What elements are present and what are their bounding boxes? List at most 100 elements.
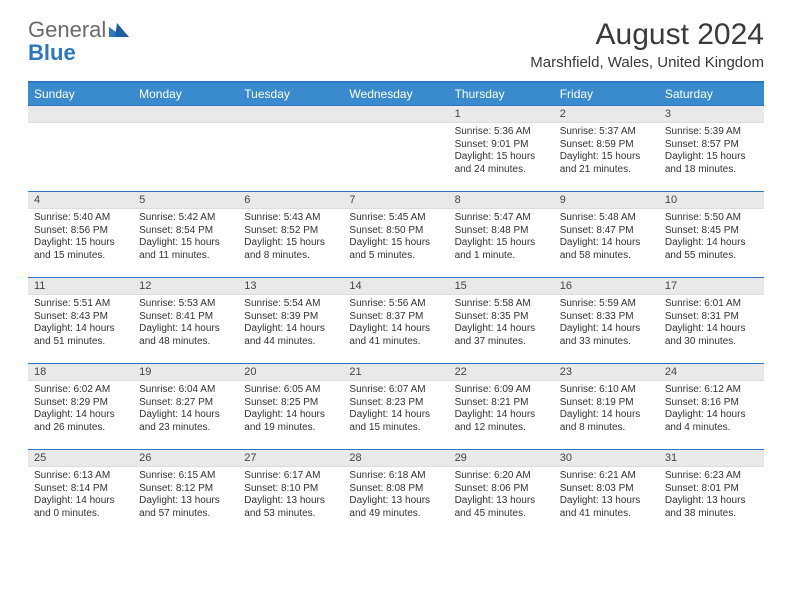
sunset-line: Sunset: 8:50 PM bbox=[349, 225, 442, 238]
calendar-day-cell: 1Sunrise: 5:36 AMSunset: 9:01 PMDaylight… bbox=[449, 106, 554, 192]
daylight-line: Daylight: 13 hours and 57 minutes. bbox=[139, 495, 232, 520]
day-details: Sunrise: 6:18 AMSunset: 8:08 PMDaylight:… bbox=[343, 467, 448, 524]
daylight-line: Daylight: 15 hours and 18 minutes. bbox=[665, 151, 758, 176]
day-number bbox=[238, 106, 343, 123]
sunrise-line: Sunrise: 6:01 AM bbox=[665, 298, 758, 311]
sunrise-line: Sunrise: 6:13 AM bbox=[34, 470, 127, 483]
day-number: 13 bbox=[238, 278, 343, 295]
calendar-day-cell bbox=[28, 106, 133, 192]
sunset-line: Sunset: 8:54 PM bbox=[139, 225, 232, 238]
calendar-body: 1Sunrise: 5:36 AMSunset: 9:01 PMDaylight… bbox=[28, 106, 764, 536]
day-details: Sunrise: 5:42 AMSunset: 8:54 PMDaylight:… bbox=[133, 209, 238, 266]
day-details: Sunrise: 5:51 AMSunset: 8:43 PMDaylight:… bbox=[28, 295, 133, 352]
daylight-line: Daylight: 14 hours and 51 minutes. bbox=[34, 323, 127, 348]
sunset-line: Sunset: 8:25 PM bbox=[244, 397, 337, 410]
sunrise-line: Sunrise: 5:40 AM bbox=[34, 212, 127, 225]
day-number bbox=[28, 106, 133, 123]
sunset-line: Sunset: 8:19 PM bbox=[560, 397, 653, 410]
sunrise-line: Sunrise: 5:53 AM bbox=[139, 298, 232, 311]
calendar-day-cell: 18Sunrise: 6:02 AMSunset: 8:29 PMDayligh… bbox=[28, 364, 133, 450]
daylight-line: Daylight: 14 hours and 37 minutes. bbox=[455, 323, 548, 348]
daylight-line: Daylight: 14 hours and 4 minutes. bbox=[665, 409, 758, 434]
brand-word-2: Blue bbox=[28, 41, 129, 64]
calendar-day-cell: 8Sunrise: 5:47 AMSunset: 8:48 PMDaylight… bbox=[449, 192, 554, 278]
calendar-day-cell: 10Sunrise: 5:50 AMSunset: 8:45 PMDayligh… bbox=[659, 192, 764, 278]
sunset-line: Sunset: 8:06 PM bbox=[455, 483, 548, 496]
daylight-line: Daylight: 14 hours and 26 minutes. bbox=[34, 409, 127, 434]
day-number: 16 bbox=[554, 278, 659, 295]
sunrise-line: Sunrise: 6:20 AM bbox=[455, 470, 548, 483]
sunrise-line: Sunrise: 6:02 AM bbox=[34, 384, 127, 397]
day-number: 26 bbox=[133, 450, 238, 467]
calendar-day-cell: 25Sunrise: 6:13 AMSunset: 8:14 PMDayligh… bbox=[28, 450, 133, 536]
calendar-day-cell bbox=[238, 106, 343, 192]
daylight-line: Daylight: 15 hours and 24 minutes. bbox=[455, 151, 548, 176]
day-number: 10 bbox=[659, 192, 764, 209]
day-details: Sunrise: 5:48 AMSunset: 8:47 PMDaylight:… bbox=[554, 209, 659, 266]
day-details: Sunrise: 6:01 AMSunset: 8:31 PMDaylight:… bbox=[659, 295, 764, 352]
calendar-day-cell: 30Sunrise: 6:21 AMSunset: 8:03 PMDayligh… bbox=[554, 450, 659, 536]
calendar-day-cell: 21Sunrise: 6:07 AMSunset: 8:23 PMDayligh… bbox=[343, 364, 448, 450]
month-title: August 2024 bbox=[530, 18, 764, 52]
day-number: 28 bbox=[343, 450, 448, 467]
sunset-line: Sunset: 8:48 PM bbox=[455, 225, 548, 238]
sunset-line: Sunset: 8:52 PM bbox=[244, 225, 337, 238]
sunset-line: Sunset: 8:45 PM bbox=[665, 225, 758, 238]
day-number: 18 bbox=[28, 364, 133, 381]
sunrise-line: Sunrise: 6:04 AM bbox=[139, 384, 232, 397]
calendar-day-cell: 15Sunrise: 5:58 AMSunset: 8:35 PMDayligh… bbox=[449, 278, 554, 364]
sunset-line: Sunset: 8:16 PM bbox=[665, 397, 758, 410]
calendar-day-cell: 19Sunrise: 6:04 AMSunset: 8:27 PMDayligh… bbox=[133, 364, 238, 450]
sunset-line: Sunset: 8:27 PM bbox=[139, 397, 232, 410]
calendar-day-cell: 22Sunrise: 6:09 AMSunset: 8:21 PMDayligh… bbox=[449, 364, 554, 450]
calendar-day-cell: 17Sunrise: 6:01 AMSunset: 8:31 PMDayligh… bbox=[659, 278, 764, 364]
weekday-header: Friday bbox=[554, 82, 659, 106]
day-details: Sunrise: 5:58 AMSunset: 8:35 PMDaylight:… bbox=[449, 295, 554, 352]
calendar-day-cell: 11Sunrise: 5:51 AMSunset: 8:43 PMDayligh… bbox=[28, 278, 133, 364]
calendar-day-cell bbox=[343, 106, 448, 192]
calendar-day-cell: 5Sunrise: 5:42 AMSunset: 8:54 PMDaylight… bbox=[133, 192, 238, 278]
sunset-line: Sunset: 8:23 PM bbox=[349, 397, 442, 410]
sunset-line: Sunset: 8:39 PM bbox=[244, 311, 337, 324]
daylight-line: Daylight: 15 hours and 1 minute. bbox=[455, 237, 548, 262]
calendar-day-cell: 13Sunrise: 5:54 AMSunset: 8:39 PMDayligh… bbox=[238, 278, 343, 364]
daylight-line: Daylight: 14 hours and 48 minutes. bbox=[139, 323, 232, 348]
sunset-line: Sunset: 8:47 PM bbox=[560, 225, 653, 238]
daylight-line: Daylight: 14 hours and 44 minutes. bbox=[244, 323, 337, 348]
calendar-day-cell: 29Sunrise: 6:20 AMSunset: 8:06 PMDayligh… bbox=[449, 450, 554, 536]
daylight-line: Daylight: 15 hours and 21 minutes. bbox=[560, 151, 653, 176]
sunset-line: Sunset: 8:35 PM bbox=[455, 311, 548, 324]
day-details: Sunrise: 5:47 AMSunset: 8:48 PMDaylight:… bbox=[449, 209, 554, 266]
calendar-week-row: 4Sunrise: 5:40 AMSunset: 8:56 PMDaylight… bbox=[28, 192, 764, 278]
calendar-week-row: 18Sunrise: 6:02 AMSunset: 8:29 PMDayligh… bbox=[28, 364, 764, 450]
weekday-header: Monday bbox=[133, 82, 238, 106]
day-details: Sunrise: 6:17 AMSunset: 8:10 PMDaylight:… bbox=[238, 467, 343, 524]
sunset-line: Sunset: 8:56 PM bbox=[34, 225, 127, 238]
day-details: Sunrise: 6:02 AMSunset: 8:29 PMDaylight:… bbox=[28, 381, 133, 438]
calendar-week-row: 25Sunrise: 6:13 AMSunset: 8:14 PMDayligh… bbox=[28, 450, 764, 536]
day-details: Sunrise: 6:13 AMSunset: 8:14 PMDaylight:… bbox=[28, 467, 133, 524]
day-number bbox=[343, 106, 448, 123]
day-details: Sunrise: 5:59 AMSunset: 8:33 PMDaylight:… bbox=[554, 295, 659, 352]
calendar-week-row: 11Sunrise: 5:51 AMSunset: 8:43 PMDayligh… bbox=[28, 278, 764, 364]
sunset-line: Sunset: 8:10 PM bbox=[244, 483, 337, 496]
sunset-line: Sunset: 8:14 PM bbox=[34, 483, 127, 496]
day-number: 11 bbox=[28, 278, 133, 295]
sunset-line: Sunset: 8:33 PM bbox=[560, 311, 653, 324]
weekday-header: Tuesday bbox=[238, 82, 343, 106]
day-number: 25 bbox=[28, 450, 133, 467]
sunrise-line: Sunrise: 6:15 AM bbox=[139, 470, 232, 483]
weekday-header: Sunday bbox=[28, 82, 133, 106]
daylight-line: Daylight: 14 hours and 23 minutes. bbox=[139, 409, 232, 434]
calendar-day-cell: 14Sunrise: 5:56 AMSunset: 8:37 PMDayligh… bbox=[343, 278, 448, 364]
sunset-line: Sunset: 8:29 PM bbox=[34, 397, 127, 410]
sunset-line: Sunset: 8:08 PM bbox=[349, 483, 442, 496]
daylight-line: Daylight: 15 hours and 15 minutes. bbox=[34, 237, 127, 262]
sunset-line: Sunset: 8:03 PM bbox=[560, 483, 653, 496]
day-details: Sunrise: 5:40 AMSunset: 8:56 PMDaylight:… bbox=[28, 209, 133, 266]
sunrise-line: Sunrise: 5:51 AM bbox=[34, 298, 127, 311]
calendar-day-cell: 20Sunrise: 6:05 AMSunset: 8:25 PMDayligh… bbox=[238, 364, 343, 450]
day-number: 14 bbox=[343, 278, 448, 295]
sunrise-line: Sunrise: 5:48 AM bbox=[560, 212, 653, 225]
daylight-line: Daylight: 14 hours and 12 minutes. bbox=[455, 409, 548, 434]
